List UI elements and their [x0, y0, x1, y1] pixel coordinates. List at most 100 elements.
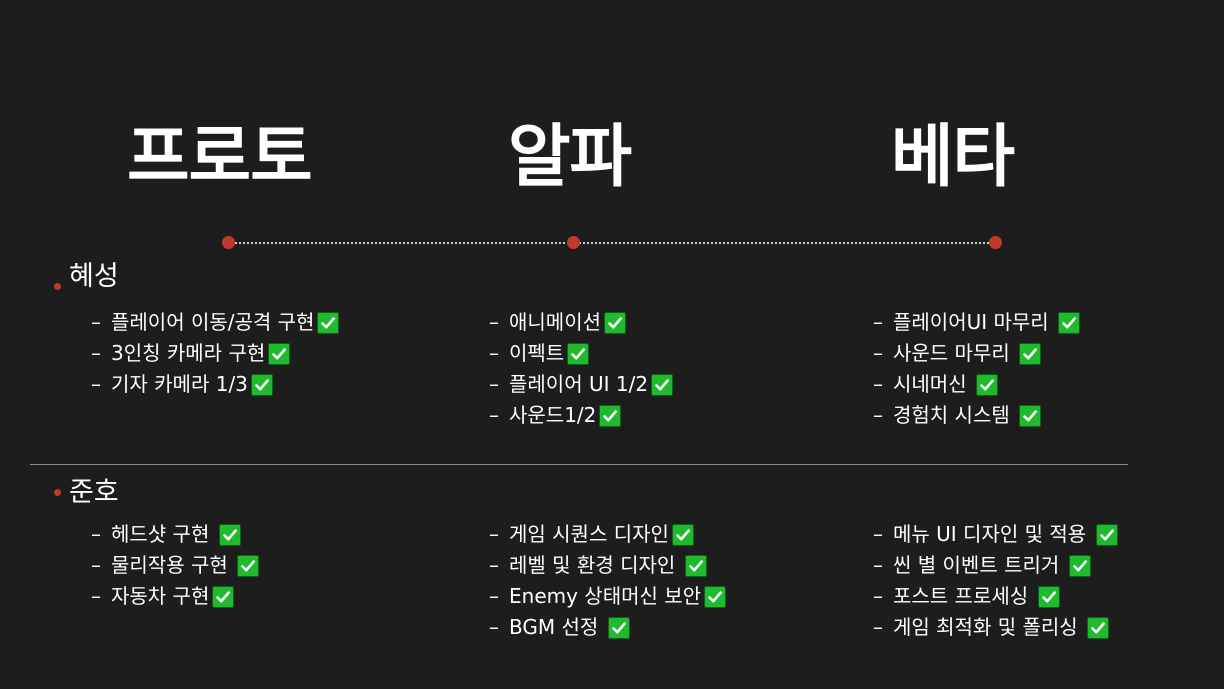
task-item: – 자동차 구현	[91, 581, 259, 612]
task-list: – 플레이어 이동/공격 구현 –3인칭 카메라 구현 – 기자 카메라 1/3	[91, 307, 340, 400]
task-dash: –	[489, 372, 499, 396]
task-text: 시네머신	[893, 372, 973, 396]
task-dash: –	[489, 341, 499, 365]
task-list: – 애니메이션 – 이펙트 – 플레이어 UI 1/2– 사운드1/2	[489, 307, 674, 431]
task-dash: –	[489, 584, 499, 608]
task-list: – 플레이어UI 마무리 – 사운드 마무리 – 시네머신 – 경험치 시스템	[873, 307, 1081, 431]
task-list: – 메뉴 UI 디자인 및 적용 – 씬 별 이벤트 트리거 – 포스트 프로세싱 –…	[873, 519, 1118, 643]
task-text: 플레이어 UI 1/2	[509, 372, 649, 396]
phase-title-alpha: 알파	[508, 118, 632, 197]
timeline-line	[228, 242, 996, 244]
check-icon	[1095, 523, 1118, 546]
check-icon	[975, 373, 998, 396]
timeline-dot-proto	[222, 236, 235, 249]
phase-title-proto: 프로토	[127, 118, 313, 197]
check-icon	[317, 311, 340, 334]
task-item: – 메뉴 UI 디자인 및 적용	[873, 519, 1118, 550]
task-dash: –	[873, 403, 883, 427]
check-icon	[1019, 404, 1042, 427]
check-icon	[212, 585, 235, 608]
check-icon	[1068, 554, 1091, 577]
task-item: – 헤드샷 구현	[91, 519, 259, 550]
task-item: – BGM 선정	[489, 612, 726, 643]
task-dash: –	[91, 522, 101, 546]
task-list: – 게임 시퀀스 디자인 – 레벨 및 환경 디자인 – Enemy 상태머신 보안 – B…	[489, 519, 727, 643]
task-item: – 이펙트	[489, 338, 673, 369]
task-item: – Enemy 상태머신 보안	[489, 581, 727, 612]
task-dash: –	[873, 522, 883, 546]
task-text: 기자 카메라 1/3	[111, 372, 248, 396]
task-text: 사운드 마무리	[893, 341, 1017, 365]
timeline-dot-alpha	[567, 236, 580, 249]
task-dash: –	[873, 341, 883, 365]
task-text: 게임 시퀀스 디자인	[509, 522, 669, 546]
task-text: 포스트 프로세싱	[893, 584, 1035, 608]
check-icon	[1087, 616, 1110, 639]
task-dash: –	[489, 553, 499, 577]
task-dash: –	[91, 310, 101, 334]
check-icon	[607, 616, 630, 639]
task-item: – 게임 시퀀스 디자인	[489, 519, 726, 550]
task-text: BGM 선정	[509, 615, 605, 639]
task-list: – 헤드샷 구현 – 물리작용 구현 – 자동차 구현	[91, 519, 260, 612]
check-icon	[218, 523, 241, 546]
task-text: 애니메이션	[509, 310, 601, 334]
check-icon	[651, 373, 674, 396]
section-heading: 준호	[69, 477, 119, 508]
task-item: – 사운드 마무리	[873, 338, 1080, 369]
check-icon	[684, 554, 707, 577]
task-item: –3인칭 카메라 구현	[91, 338, 339, 369]
task-item: – 애니메이션	[489, 307, 673, 338]
task-dash: –	[489, 310, 499, 334]
task-text: 사운드1/2	[509, 403, 597, 427]
task-item: – 포스트 프로세싱	[873, 581, 1118, 612]
task-item: – 플레이어 UI 1/2	[489, 369, 674, 400]
task-item: – 시네머신	[873, 369, 1080, 400]
section-bullet	[54, 489, 61, 496]
phase-title-beta: 베타	[891, 118, 1015, 197]
task-text: 물리작용 구현	[111, 553, 235, 577]
task-dash: –	[489, 403, 499, 427]
task-text: 경험치 시스템	[893, 403, 1017, 427]
task-dash: –	[489, 615, 499, 639]
task-text: 플레이어 이동/공격 구현	[111, 310, 315, 334]
section-heading: 혜성	[69, 261, 119, 292]
task-dash: –	[873, 615, 883, 639]
task-text: 레벨 및 환경 디자인	[509, 553, 682, 577]
task-item: – 씬 별 이벤트 트리거	[873, 550, 1118, 581]
task-dash: –	[91, 372, 101, 396]
task-text: Enemy 상태머신 보안	[509, 584, 702, 608]
task-dash: –	[873, 584, 883, 608]
timeline-dot-beta	[989, 236, 1002, 249]
task-item: – 기자 카메라 1/3	[91, 369, 339, 400]
task-dash: –	[873, 553, 883, 577]
check-icon	[599, 404, 622, 427]
check-icon	[237, 554, 260, 577]
task-item: – 플레이어 이동/공격 구현	[91, 307, 340, 338]
task-text: 헤드샷 구현	[111, 522, 216, 546]
check-icon	[604, 311, 626, 334]
task-text: 씬 별 이벤트 트리거	[893, 553, 1066, 577]
task-item: – 레벨 및 환경 디자인	[489, 550, 726, 581]
check-icon	[704, 585, 727, 608]
task-text: 3인칭 카메라 구현	[111, 341, 266, 365]
section-bullet	[54, 283, 61, 290]
task-item: – 사운드1/2	[489, 400, 673, 431]
task-item: – 게임 최적화 및 폴리싱	[873, 612, 1118, 643]
check-icon	[567, 342, 590, 365]
task-text: 메뉴 UI 디자인 및 적용	[893, 522, 1093, 546]
task-text: 게임 최적화 및 폴리싱	[893, 615, 1085, 639]
task-item: – 경험치 시스템	[873, 400, 1080, 431]
task-dash: –	[489, 522, 499, 546]
check-icon	[1058, 311, 1081, 334]
check-icon	[671, 523, 694, 546]
task-dash: –	[91, 341, 101, 365]
task-dash: –	[91, 584, 101, 608]
task-item: – 플레이어UI 마무리	[873, 307, 1081, 338]
check-icon	[1037, 585, 1060, 608]
task-text: 이펙트	[509, 341, 565, 365]
task-dash: –	[873, 372, 883, 396]
task-item: – 물리작용 구현	[91, 550, 260, 581]
task-text: 플레이어UI 마무리	[893, 310, 1056, 334]
task-text: 자동차 구현	[111, 584, 210, 608]
